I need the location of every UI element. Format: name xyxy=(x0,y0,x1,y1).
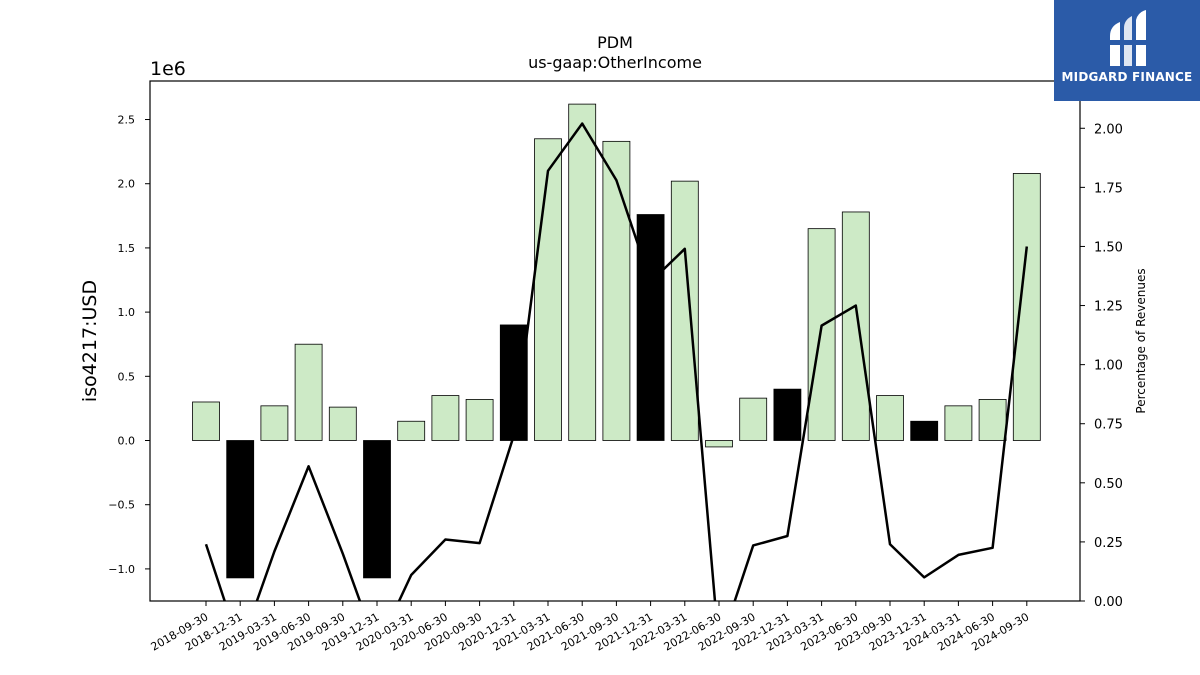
bar-2023-06-30 xyxy=(841,211,870,441)
y2-axis-label: Percentage of Revenues xyxy=(1134,268,1148,413)
y-tick-label: 1.5 xyxy=(118,242,136,255)
bar-2022-03-31 xyxy=(670,180,699,441)
y2-tick-label: 1.75 xyxy=(1094,181,1123,196)
bar-2022-12-31 xyxy=(773,388,802,441)
bar-2024-06-30 xyxy=(978,399,1007,441)
y2-tick-label: 1.25 xyxy=(1094,300,1123,315)
x-ticks: 2018-09-302018-12-312019-03-312019-06-30… xyxy=(149,601,1031,654)
y-ticks: −1.0 −0.5 0.0 0.5 1.0 1.5 2.0 2.5 xyxy=(108,114,150,576)
y2-tick-label: 0.50 xyxy=(1094,477,1123,492)
y-tick-label: −0.5 xyxy=(108,499,135,512)
y2-tick-label: 2.00 xyxy=(1094,122,1123,137)
y-tick-label: 0.5 xyxy=(118,370,136,383)
y-tick-label: 1.0 xyxy=(118,306,136,319)
y-tick-label: 2.5 xyxy=(118,114,136,127)
bar-2019-09-30 xyxy=(328,406,357,441)
bar-2023-09-30 xyxy=(876,395,904,441)
y-tick-label: 0.0 xyxy=(118,435,136,448)
bar-2020-12-31 xyxy=(499,324,528,441)
y2-tick-label: 1.00 xyxy=(1094,359,1123,374)
bar-2023-12-31 xyxy=(910,420,939,441)
bar-2022-06-30 xyxy=(705,440,733,448)
y2-tick-label: 0.75 xyxy=(1094,418,1123,433)
y-tick-label: −1.0 xyxy=(108,563,135,576)
bar-2019-03-31 xyxy=(260,405,289,441)
bar-2019-12-31 xyxy=(363,440,391,579)
chart-title: PDM xyxy=(597,33,633,52)
bar-2020-09-30 xyxy=(465,399,494,441)
bar-2019-06-30 xyxy=(294,343,323,441)
bar-2021-09-30 xyxy=(602,140,631,441)
plot-frame xyxy=(149,80,1081,602)
bar-2018-12-31 xyxy=(226,440,255,579)
bar-2020-06-30 xyxy=(431,395,460,441)
bar-2023-03-31 xyxy=(807,228,836,441)
brand-logo: MIDGARD FINANCE xyxy=(1054,0,1200,101)
bar-2018-09-30 xyxy=(192,401,220,441)
y2-tick-label: 1.50 xyxy=(1094,240,1123,255)
midgard-logo-icon xyxy=(1106,10,1150,66)
y-multiplier-label: 1e6 xyxy=(150,58,186,80)
y-axis-label: iso4217:USD xyxy=(79,280,101,402)
logo-text: MIDGARD FINANCE xyxy=(1061,70,1193,84)
bars-group xyxy=(192,103,1041,579)
y-tick-label: 2.0 xyxy=(118,178,136,191)
bar-2021-12-31 xyxy=(636,214,665,441)
y2-tick-label: 0.00 xyxy=(1094,595,1123,610)
y2-ticks: 0.00 0.25 0.50 0.75 1.00 1.25 1.50 1.75 2.00 xyxy=(1080,122,1123,610)
bar-2021-03-31 xyxy=(534,138,562,441)
bar-2020-03-31 xyxy=(397,420,426,441)
bar-2024-03-31 xyxy=(944,405,973,441)
bar-2021-06-30 xyxy=(568,103,597,441)
pct-of-revenues-line xyxy=(204,122,1029,601)
chart-subtitle: us-gaap:OtherIncome xyxy=(528,53,702,72)
y2-tick-label: 0.25 xyxy=(1094,536,1123,551)
bar-2024-09-30 xyxy=(1012,173,1041,441)
bar-2022-09-30 xyxy=(739,397,768,441)
line-group xyxy=(204,122,1029,601)
